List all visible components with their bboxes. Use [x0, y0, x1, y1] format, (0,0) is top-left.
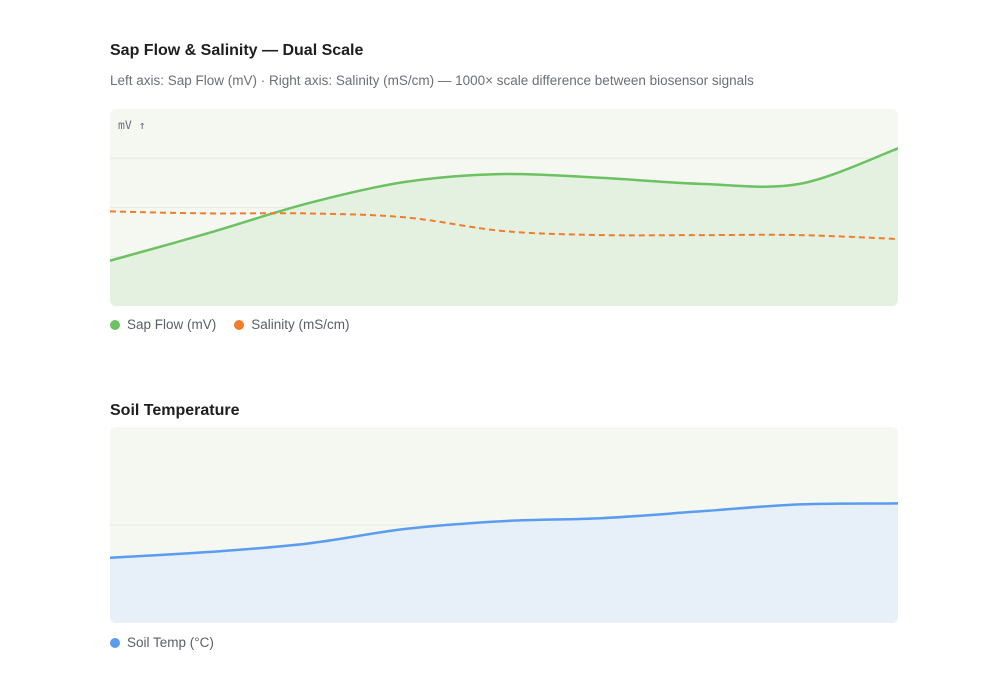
sap-flow-salinity-chart: Sap Flow & Salinity — Dual Scale Left ax…: [110, 40, 898, 332]
series-line-sap-flow-mv[interactable]: [110, 147, 898, 262]
chart-subtitle: Left axis: Sap Flow (mV) · Right axis: S…: [110, 73, 754, 88]
legend-item-salinity[interactable]: Salinity (mS/cm): [234, 317, 350, 332]
series-line-salinity-ms-cm[interactable]: [110, 210, 898, 240]
legend: Sap Flow (mV) Salinity (mS/cm): [110, 317, 368, 332]
y-axis-unit-label: mV ↑: [118, 118, 146, 132]
plot-area[interactable]: [110, 427, 898, 623]
plot-area[interactable]: mV ↑: [110, 109, 898, 306]
legend-label: Sap Flow (mV): [127, 317, 217, 332]
legend-dot: [234, 319, 245, 330]
chart-title: Sap Flow & Salinity — Dual Scale: [110, 42, 364, 59]
legend-item-soil-temp[interactable]: Soil Temp (°C): [110, 635, 214, 650]
series-line-soil-temp-c[interactable]: [110, 502, 898, 560]
chart-title: Soil Temperature: [110, 402, 240, 419]
legend-dot: [110, 637, 120, 648]
legend-dot: [110, 319, 120, 330]
series-area-soil-temp-c: [110, 503, 898, 623]
chart-svg: [110, 109, 898, 306]
soil-temperature-chart: Soil Temperature Soil Temp (°C): [110, 400, 898, 650]
legend: Soil Temp (°C): [110, 635, 232, 650]
chart-svg: [110, 427, 898, 623]
legend-item-sap-flow[interactable]: Sap Flow (mV): [110, 317, 216, 332]
legend-label: Salinity (mS/cm): [251, 317, 350, 332]
series-area-sap-flow-mv: [110, 148, 898, 306]
legend-label: Soil Temp (°C): [127, 635, 214, 650]
